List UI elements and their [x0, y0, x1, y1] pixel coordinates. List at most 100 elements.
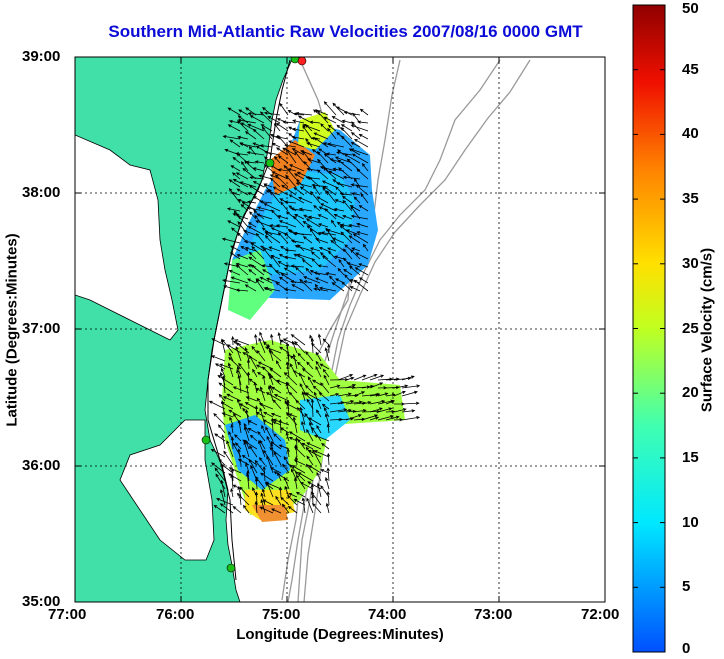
velocity-arrow [309, 228, 321, 244]
velocity-arrow [293, 477, 298, 490]
velocity-arrow [346, 262, 361, 268]
velocity-arrow [264, 232, 281, 244]
velocity-arrow [362, 243, 369, 252]
velocity-arrow [222, 396, 234, 402]
velocity-arrow [267, 343, 274, 362]
colorbar-tick-label: 20 [682, 384, 699, 402]
velocity-arrow [244, 131, 257, 140]
velocity-arrow [385, 409, 396, 414]
velocity-arrow [356, 222, 369, 228]
station-marker [297, 57, 307, 66]
velocity-arrow [258, 403, 274, 410]
velocity-arrow [221, 338, 234, 354]
colorbar-tick-label: 30 [682, 254, 699, 272]
velocity-arrow [281, 503, 290, 514]
velocity-arrow [286, 448, 290, 458]
velocity-arrow [288, 437, 298, 442]
velocity-arrow [255, 476, 266, 490]
velocity-arrow [353, 408, 367, 413]
velocity-arrow [291, 465, 306, 474]
velocity-arrow [322, 368, 330, 378]
velocity-arrow [318, 246, 329, 252]
velocity-arrow [265, 189, 281, 196]
velocity-arrow [248, 185, 265, 196]
velocity-arrow [249, 175, 265, 180]
velocity-arrow [318, 286, 337, 292]
velocity-arrow [255, 279, 265, 292]
velocity-arrow [246, 371, 251, 386]
velocity-arrow [249, 115, 265, 124]
velocity-arrow [251, 246, 265, 260]
velocity-arrow [315, 277, 329, 284]
velocity-arrow [348, 235, 361, 244]
velocity-arrow [353, 138, 369, 148]
velocity-arrow [274, 174, 289, 188]
velocity-arrow [377, 415, 395, 421]
velocity-arrow [289, 363, 298, 378]
velocity-arrow [335, 106, 353, 116]
velocity-arrow [318, 148, 329, 156]
velocity-arrow [323, 116, 337, 124]
velocity-arrow [259, 407, 266, 426]
velocity-arrow [345, 414, 362, 421]
velocity-arrow [222, 135, 241, 140]
velocity-arrow [327, 343, 331, 354]
velocity-arrow [272, 418, 290, 426]
velocity-arrow [360, 193, 369, 204]
velocity-arrow [260, 124, 273, 132]
velocity-arrow [316, 150, 329, 164]
velocity-arrow [221, 412, 234, 418]
velocity-arrow [308, 215, 321, 220]
velocity-arrow [301, 420, 306, 434]
velocity-arrow [257, 430, 266, 442]
velocity-arrow [291, 284, 305, 292]
velocity-arrow [269, 467, 282, 474]
velocity-arrow [341, 119, 353, 124]
velocity-arrow [295, 182, 313, 188]
velocity-arrow [358, 263, 369, 268]
velocity-arrow [293, 459, 306, 466]
velocity-arrow [319, 252, 329, 260]
velocity-arrow [333, 207, 345, 212]
velocity-arrow [292, 119, 305, 124]
velocity-arrow [229, 416, 234, 426]
velocity-arrow [302, 124, 321, 132]
velocity-arrow [246, 191, 257, 196]
velocity-arrow [271, 171, 289, 180]
velocity-arrow [401, 401, 420, 405]
y-axis-label: Latitude (Degrees:Minutes) [3, 233, 21, 427]
colorbar-tick-label: 15 [682, 448, 699, 466]
velocity-arrow [358, 133, 369, 140]
velocity-arrow [334, 255, 345, 260]
velocity-arrow [219, 488, 226, 506]
velocity-arrow [316, 482, 322, 498]
velocity-arrow [301, 259, 313, 268]
velocity-arrow [292, 127, 305, 132]
x-tick-label: 75:00 [262, 606, 301, 623]
velocity-arrow [278, 486, 283, 498]
velocity-arrow [228, 467, 242, 474]
velocity-arrow [283, 287, 297, 292]
velocity-arrow [345, 384, 357, 389]
velocity-arrow [287, 168, 297, 172]
colorbar-tick-label: 40 [682, 125, 699, 143]
velocity-arrow [251, 345, 258, 354]
velocity-arrow [350, 249, 361, 260]
velocity-arrow [323, 374, 330, 386]
velocity-arrow [226, 344, 242, 354]
velocity-arrow [308, 417, 322, 426]
velocity-arrow [263, 111, 281, 116]
velocity-arrow [277, 168, 289, 172]
velocity-arrow [336, 182, 353, 188]
velocity-arrow [223, 450, 234, 466]
velocity-arrow [401, 415, 421, 421]
velocity-arrow [245, 472, 250, 490]
velocity-arrow [320, 203, 337, 212]
velocity-arrow [355, 252, 369, 260]
velocity-arrow [294, 446, 306, 458]
sound-water [119, 419, 215, 561]
velocity-arrow [230, 245, 241, 252]
velocity-arrow [326, 467, 330, 482]
velocity-arrow [270, 412, 282, 418]
velocity-arrow [246, 359, 251, 370]
